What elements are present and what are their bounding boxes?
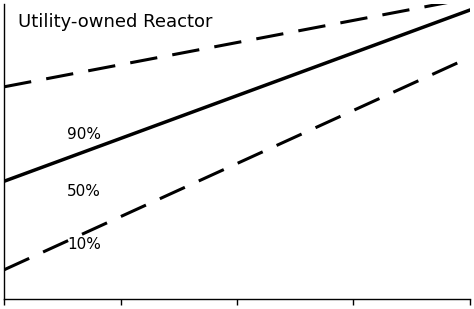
Text: Utility-owned Reactor: Utility-owned Reactor: [18, 13, 213, 31]
Text: 50%: 50%: [67, 184, 101, 199]
Text: 90%: 90%: [67, 126, 101, 142]
Text: 10%: 10%: [67, 237, 101, 252]
